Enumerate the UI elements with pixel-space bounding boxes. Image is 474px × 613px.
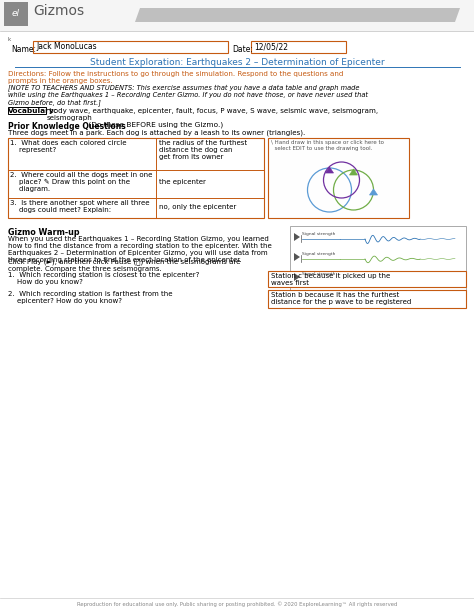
Text: (Do these BEFORE using the Gizmo.): (Do these BEFORE using the Gizmo.)	[86, 122, 223, 129]
Polygon shape	[326, 167, 334, 173]
FancyBboxPatch shape	[268, 290, 466, 308]
Text: 12/05/22: 12/05/22	[254, 42, 288, 51]
Text: 1.  Which recording station is closest to the epicenter?
    How do you know?: 1. Which recording station is closest to…	[8, 272, 200, 285]
Polygon shape	[135, 8, 460, 22]
FancyBboxPatch shape	[290, 226, 466, 294]
Text: 3.  Is there another spot where all three
    dogs could meet? Explain:: 3. Is there another spot where all three…	[10, 200, 149, 213]
FancyBboxPatch shape	[268, 138, 409, 218]
FancyBboxPatch shape	[33, 41, 228, 53]
Text: Gizmo Warm-up: Gizmo Warm-up	[8, 228, 80, 237]
Text: el: el	[12, 9, 20, 18]
Text: Click Play (►), and then click Pause (⏸) when the seismograms are
complete. Comp: Click Play (►), and then click Pause (⏸)…	[8, 258, 240, 272]
Polygon shape	[370, 189, 377, 195]
Text: Date:: Date:	[232, 45, 253, 54]
Polygon shape	[349, 169, 357, 175]
Text: Prior Knowledge Questions: Prior Knowledge Questions	[8, 122, 126, 131]
Text: body wave, earthquake, epicenter, fault, focus, P wave, S wave, seismic wave, se: body wave, earthquake, epicenter, fault,…	[47, 108, 378, 121]
Text: \ Hand draw in this space or click here to
  select EDIT to use the drawing tool: \ Hand draw in this space or click here …	[271, 140, 384, 151]
Polygon shape	[294, 253, 300, 261]
Polygon shape	[294, 273, 300, 281]
Text: [NOTE TO TEACHERS AND STUDENTS: This exercise assumes that you have a data table: [NOTE TO TEACHERS AND STUDENTS: This exe…	[8, 84, 368, 106]
Text: When you used the Earthquakes 1 – Recording Station Gizmo, you learned
how to fi: When you used the Earthquakes 1 – Record…	[8, 236, 272, 263]
Text: Station b because it has the furthest
distance for the p wave to be registered: Station b because it has the furthest di…	[271, 292, 411, 305]
Text: Three dogs meet in a park. Each dog is attached by a leash to its owner (triangl: Three dogs meet in a park. Each dog is a…	[8, 129, 305, 135]
FancyBboxPatch shape	[4, 2, 28, 26]
Text: the radius of the furthest
distance the dog can
get from its owner: the radius of the furthest distance the …	[159, 140, 247, 160]
Text: 2.  Which recording station is farthest from the
    epicenter? How do you know?: 2. Which recording station is farthest f…	[8, 291, 173, 304]
Text: Name:: Name:	[11, 45, 36, 54]
Text: Station c because it picked up the
waves first: Station c because it picked up the waves…	[271, 273, 390, 286]
FancyBboxPatch shape	[0, 0, 474, 31]
FancyBboxPatch shape	[268, 271, 466, 287]
Text: Student Exploration: Earthquakes 2 – Determination of Epicenter: Student Exploration: Earthquakes 2 – Det…	[90, 58, 384, 67]
Text: the epicenter: the epicenter	[159, 179, 206, 185]
Text: Directions: Follow the instructions to go through the simulation. Respond to the: Directions: Follow the instructions to g…	[8, 71, 343, 84]
Text: no, only the epicenter: no, only the epicenter	[159, 204, 236, 210]
Text: Jack MonoLucas: Jack MonoLucas	[36, 42, 97, 51]
Text: 1.  What does each colored circle
    represent?: 1. What does each colored circle represe…	[10, 140, 127, 153]
Polygon shape	[294, 233, 300, 241]
Text: Gizmos: Gizmos	[33, 4, 84, 18]
Text: k: k	[8, 37, 11, 42]
FancyBboxPatch shape	[251, 41, 346, 53]
Text: 2.  Where could all the dogs meet in one
    place? ✎ Draw this point on the
   : 2. Where could all the dogs meet in one …	[10, 172, 152, 192]
Text: Signal strength: Signal strength	[302, 232, 336, 236]
Text: Reproduction for educational use only. Public sharing or posting prohibited. © 2: Reproduction for educational use only. P…	[77, 601, 397, 607]
Text: Vocabulary:: Vocabulary:	[8, 108, 58, 114]
FancyBboxPatch shape	[8, 138, 264, 218]
Text: Signal strength: Signal strength	[302, 252, 336, 256]
Text: Signal strength: Signal strength	[302, 272, 336, 276]
